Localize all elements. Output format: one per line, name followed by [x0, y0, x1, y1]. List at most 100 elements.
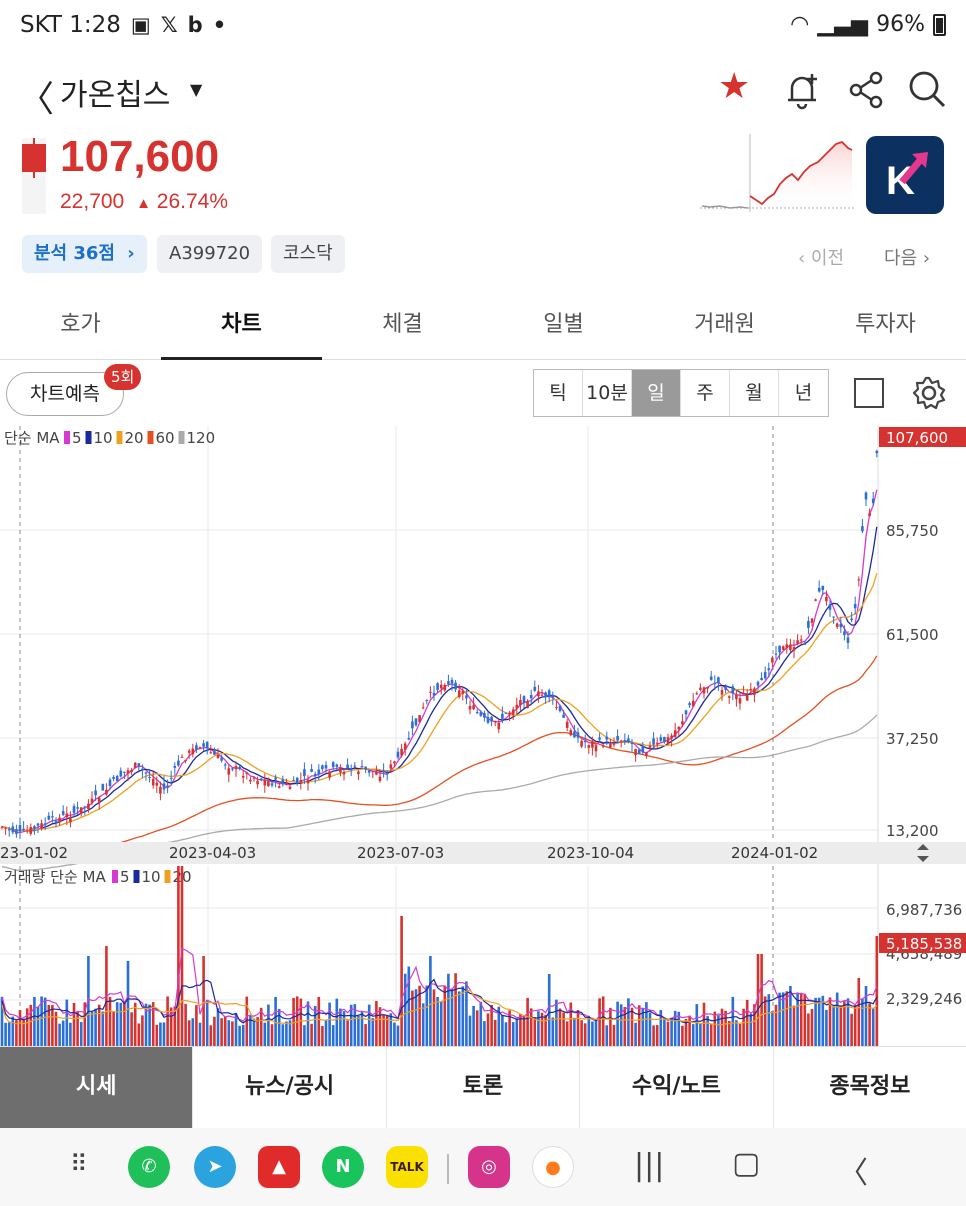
grid-icon[interactable]: ⠿	[70, 1150, 88, 1178]
volume-bar	[497, 1006, 501, 1046]
volume-bar	[645, 1002, 648, 1046]
carrot-icon[interactable]: ●	[532, 1146, 574, 1188]
candle	[353, 765, 357, 767]
fullscreen-icon[interactable]	[854, 378, 884, 408]
stock-name[interactable]: 가온칩스	[60, 78, 171, 113]
volume-bar	[22, 1019, 25, 1046]
period-10min[interactable]: 10분	[583, 370, 632, 416]
candle	[749, 688, 753, 691]
tab-trades[interactable]: 체결	[382, 312, 423, 337]
next-button[interactable]: 다음 ›	[884, 244, 930, 270]
home-icon[interactable]: ▢	[732, 1146, 761, 1181]
volume-bar	[753, 1004, 756, 1046]
candles	[0, 449, 879, 840]
volume-bar	[655, 1025, 659, 1046]
candle	[195, 745, 198, 750]
period-day[interactable]: 일	[632, 370, 681, 416]
kakaotalk-icon[interactable]: TALK	[386, 1146, 428, 1188]
volume-bar	[609, 1007, 612, 1046]
share-icon[interactable]	[846, 70, 886, 110]
tab-investors[interactable]: 투자자	[855, 312, 916, 337]
period-tick[interactable]: 틱	[534, 370, 583, 416]
candle	[699, 687, 702, 690]
btab-discussion[interactable]: 토론	[387, 1047, 581, 1128]
tab-brokers[interactable]: 거래원	[694, 312, 755, 337]
volume-bar	[159, 1022, 162, 1046]
candle	[688, 703, 691, 706]
nav-back-icon[interactable]: 〈	[838, 1156, 868, 1191]
price-change: 22,700 ▲ 26.74%	[60, 190, 228, 214]
phone-icon[interactable]: ✆	[128, 1146, 170, 1188]
star-icon[interactable]: ★	[718, 66, 751, 107]
kiwoom-logo[interactable]: K	[866, 136, 944, 214]
caret-down-icon[interactable]: ▼	[190, 80, 203, 99]
gear-icon[interactable]	[912, 376, 946, 410]
volume-bar	[558, 1008, 562, 1046]
candle	[756, 681, 760, 686]
status-bar: SKT 1:28 ▣ 𝕏 b • ◠ ▁▃▅ 96%	[0, 0, 966, 56]
period-week[interactable]: 주	[681, 370, 730, 416]
candle	[659, 737, 663, 741]
tab-hoga[interactable]: 호가	[60, 312, 101, 337]
legend-swatch	[116, 431, 123, 444]
naver-icon[interactable]: N	[322, 1146, 364, 1188]
candle	[159, 786, 162, 794]
candle	[61, 811, 65, 815]
back-icon[interactable]: 〈	[18, 79, 55, 120]
volume-bar	[227, 1020, 231, 1046]
candle	[745, 694, 749, 701]
tab-daily[interactable]: 일별	[543, 312, 584, 337]
btab-stock-info[interactable]: 종목정보	[829, 1074, 911, 1099]
btab-quote[interactable]: 시세	[0, 1047, 194, 1128]
tab-chart[interactable]: 차트	[161, 296, 322, 360]
candle	[720, 690, 724, 695]
volume-bar	[184, 1003, 187, 1046]
volume-bar	[522, 1016, 526, 1046]
volume-bar	[846, 998, 850, 1046]
volume-bar	[576, 1010, 580, 1046]
period-month[interactable]: 월	[730, 370, 779, 416]
resize-handle-icon[interactable]	[917, 844, 929, 862]
volume-bar	[565, 1021, 569, 1046]
volume-bar	[760, 954, 763, 1046]
recents-icon[interactable]: |||	[634, 1148, 665, 1183]
candle	[785, 644, 789, 649]
wifi-icon: ◠	[790, 12, 810, 37]
volume-bar	[767, 994, 771, 1046]
candle	[342, 772, 346, 775]
prev-button[interactable]: ‹ 이전	[798, 244, 844, 270]
predict-count-badge: 5회	[104, 364, 142, 390]
candle	[393, 761, 396, 764]
volume-bar	[411, 990, 414, 1046]
volume-bar	[61, 1020, 65, 1046]
telegram-icon[interactable]: ➤	[194, 1146, 236, 1188]
volume-bar	[490, 1004, 493, 1046]
volume-bar	[69, 1022, 72, 1046]
price-chart[interactable]: 단순 MA 5 10 20 60 120 107,600 85,750 61,500 3…	[0, 426, 966, 1046]
volume-bar	[18, 1010, 22, 1046]
volume-bar	[177, 866, 180, 1046]
period-year[interactable]: 년	[794, 382, 813, 404]
candle	[227, 768, 231, 775]
search-icon[interactable]	[906, 68, 948, 110]
volume-bar	[335, 998, 339, 1046]
x-icon: 𝕏	[160, 13, 178, 37]
candle	[544, 692, 547, 698]
candle	[295, 777, 299, 784]
candle	[457, 690, 461, 698]
chart-predict-button[interactable]: 차트예측	[6, 372, 124, 416]
volume-bar	[562, 1012, 565, 1046]
volume-bar	[267, 1004, 270, 1046]
volume-bar	[382, 1015, 385, 1046]
analysis-badge[interactable]: 분석 36점 ›	[22, 235, 147, 273]
candle	[450, 679, 454, 684]
candle	[735, 694, 738, 700]
volume-bar	[695, 1004, 699, 1046]
instagram-icon[interactable]: ◎	[468, 1146, 510, 1188]
stock-app-icon[interactable]: ▲	[258, 1146, 300, 1188]
candle	[126, 770, 130, 774]
volume-bar	[303, 1025, 306, 1046]
btab-profit-note[interactable]: 수익/노트	[580, 1047, 774, 1128]
bell-plus-icon[interactable]	[782, 70, 822, 110]
btab-news[interactable]: 뉴스/공시	[193, 1047, 387, 1128]
